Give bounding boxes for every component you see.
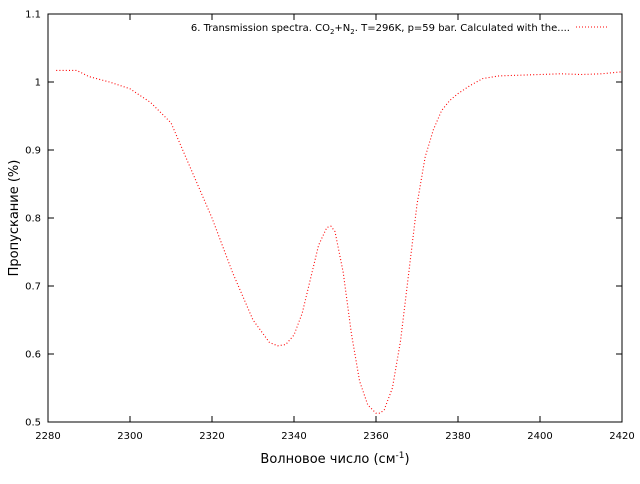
x-axis-label: Волновое число (см-1) bbox=[260, 451, 409, 467]
legend: 6. Transmission spectra. CO2+N2. T=296K,… bbox=[191, 23, 608, 36]
x-tick-label: 2420 bbox=[609, 431, 634, 442]
x-tick-label: 2340 bbox=[281, 431, 306, 442]
y-axis-label: Пропускание (%) bbox=[7, 160, 22, 277]
x-tick-label: 2320 bbox=[199, 431, 224, 442]
y-axis-ticks: 0.5 0.6 0.7 0.8 0.9 1 1.1 bbox=[25, 10, 622, 429]
y-tick-label: 0.8 bbox=[25, 214, 41, 225]
y-tick-label: 0.7 bbox=[25, 282, 41, 293]
y-tick-label: 0.6 bbox=[25, 350, 41, 361]
legend-entry-label: 6. Transmission spectra. CO2+N2. T=296K,… bbox=[191, 23, 570, 36]
y-tick-label: 1.1 bbox=[25, 10, 41, 21]
x-axis-ticks: 2280 2300 2320 2340 2360 2380 2400 2420 bbox=[35, 14, 635, 442]
x-tick-label: 2380 bbox=[445, 431, 470, 442]
series-layer bbox=[56, 69, 623, 414]
plot-area bbox=[47, 13, 623, 423]
x-tick-label: 2280 bbox=[35, 431, 60, 442]
y-tick-label: 0.5 bbox=[25, 418, 41, 429]
x-tick-label: 2300 bbox=[117, 431, 142, 442]
series-line-0 bbox=[56, 69, 623, 414]
x-tick-label: 2400 bbox=[527, 431, 552, 442]
x-axis-label-superscript: -1 bbox=[396, 451, 405, 461]
y-tick-label: 0.9 bbox=[25, 146, 41, 157]
y-tick-label: 1 bbox=[35, 78, 41, 89]
x-tick-label: 2360 bbox=[363, 431, 388, 442]
